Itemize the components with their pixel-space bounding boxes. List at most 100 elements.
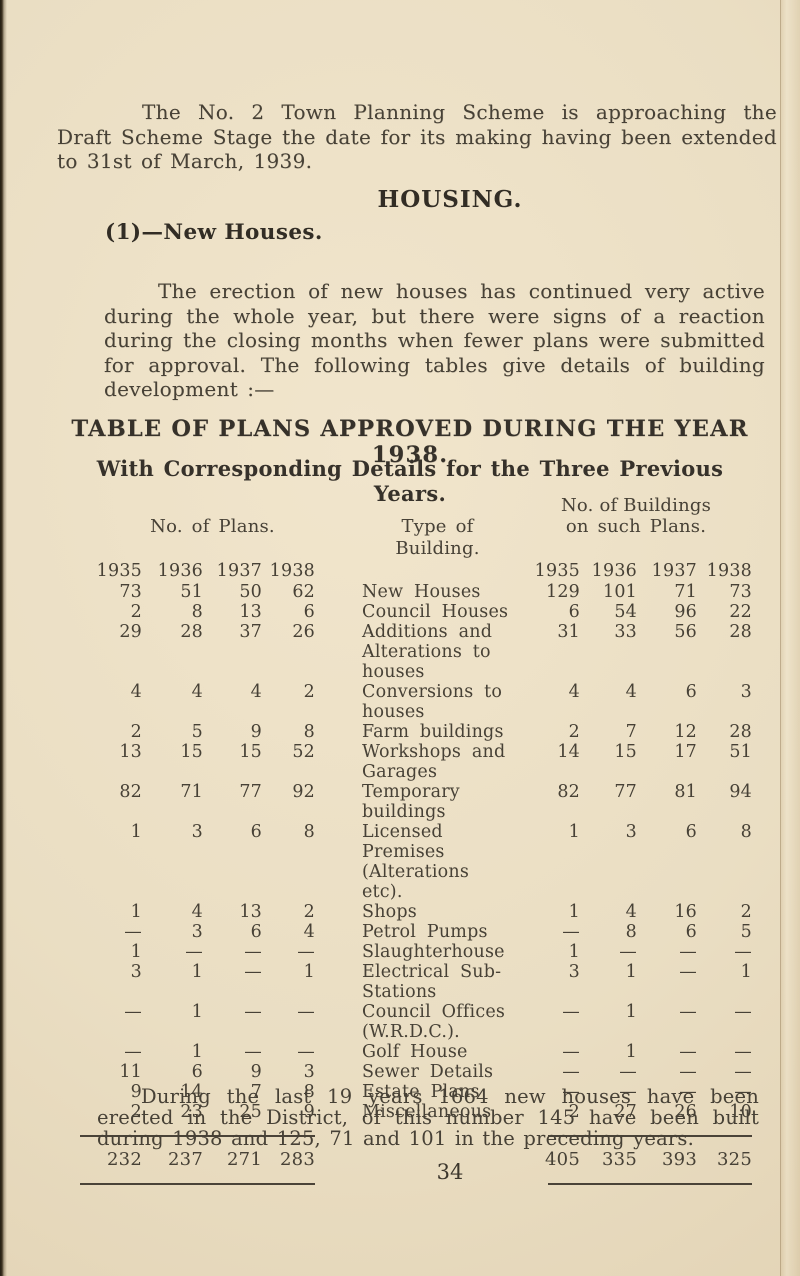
- buildings-count-cell: 101: [602, 582, 637, 602]
- plans-count-cell: 8: [303, 822, 315, 842]
- buildings-count-cell: 54: [614, 602, 637, 622]
- plans-count-cell: 37: [239, 622, 262, 642]
- buildings-count-cell: —: [734, 1082, 752, 1102]
- building-type-cell: Estate Plans: [362, 1082, 480, 1102]
- buildings-total-cell: 393: [662, 1149, 697, 1170]
- plans-count-cell: 9: [250, 722, 262, 742]
- plans-count-cell: 1: [130, 822, 142, 842]
- buildings-count-cell: —: [562, 1002, 580, 1022]
- buildings-count-cell: 6: [685, 682, 697, 702]
- buildings-count-cell: 16: [674, 902, 697, 922]
- plans-total-cell: 237: [168, 1149, 203, 1170]
- buildings-year-header: 1937: [651, 561, 697, 581]
- building-type-cell: Workshops and Garages: [362, 742, 506, 782]
- plans-count-cell: 7: [250, 1082, 262, 1102]
- buildings-count-cell: 14: [557, 742, 580, 762]
- plans-total-cell: 232: [107, 1149, 142, 1170]
- buildings-count-cell: 1: [568, 942, 580, 962]
- buildings-count-cell: —: [734, 1002, 752, 1022]
- buildings-count-cell: 1: [625, 1042, 637, 1062]
- buildings-count-cell: —: [619, 942, 637, 962]
- year-row-spacer: [315, 560, 520, 582]
- plans-count-cell: 2: [303, 902, 315, 922]
- housing-heading: HOUSING.: [377, 186, 523, 213]
- buildings-count-cell: —: [562, 1082, 580, 1102]
- plans-count-cell: —: [124, 922, 142, 942]
- building-type-cell: Electrical Sub- Stations: [362, 962, 502, 1002]
- building-type-cell: Shops: [362, 902, 417, 922]
- plans-count-cell: 29: [119, 622, 142, 642]
- plans-count-cell: 14: [180, 1082, 203, 1102]
- buildings-count-cell: 8: [625, 922, 637, 942]
- housing-paragraph: The erection of new houses has continued…: [104, 279, 765, 401]
- buildings-count-cell: 73: [729, 582, 752, 602]
- plans-count-cell: 4: [191, 902, 203, 922]
- plans-count-cell: 15: [180, 742, 203, 762]
- plans-count-cell: 6: [250, 822, 262, 842]
- buildings-count-cell: 82: [557, 782, 580, 802]
- plans-count-cell: 11: [119, 1062, 142, 1082]
- plans-count-cell: 71: [180, 782, 203, 802]
- plans-count-cell: —: [124, 1002, 142, 1022]
- buildings-header-line2: on such Plans.: [565, 516, 707, 537]
- buildings-count-cell: —: [734, 942, 752, 962]
- plans-count-cell: 25: [239, 1102, 262, 1122]
- plans-count-cell: 28: [180, 622, 203, 642]
- buildings-count-cell: —: [734, 1042, 752, 1062]
- plans-count-cell: 51: [180, 582, 203, 602]
- plans-count-cell: 1: [191, 1002, 203, 1022]
- buildings-count-cell: 3: [568, 962, 580, 982]
- building-type-cell: Temporary buildings: [362, 782, 460, 822]
- buildings-count-cell: 2: [568, 722, 580, 742]
- plans-count-cell: —: [297, 1042, 315, 1062]
- intro-paragraph: The No. 2 Town Planning Scheme is approa…: [57, 100, 777, 173]
- table-title: TABLE OF PLANS APPROVED DURING THE YEAR …: [71, 416, 749, 468]
- buildings-count-cell: —: [619, 1082, 637, 1102]
- plans-count-cell: —: [297, 942, 315, 962]
- plans-count-cell: 52: [292, 742, 315, 762]
- buildings-count-cell: 26: [674, 1102, 697, 1122]
- building-type-cell: Licensed Premises (Alterations etc).: [362, 822, 470, 902]
- page-edge-crease: [780, 0, 800, 1276]
- buildings-count-cell: —: [679, 1062, 697, 1082]
- buildings-count-cell: 3: [625, 822, 637, 842]
- building-type-cell: Slaughterhouse: [362, 942, 505, 962]
- plans-count-cell: 15: [239, 742, 262, 762]
- plans-count-cell: 1: [191, 1042, 203, 1062]
- plans-count-cell: 9: [303, 1102, 315, 1122]
- plans-count-cell: 2: [130, 722, 142, 742]
- buildings-count-cell: 1: [625, 962, 637, 982]
- book-gutter-shadow: [0, 0, 7, 1276]
- buildings-count-cell: 3: [740, 682, 752, 702]
- plans-count-cell: 13: [119, 742, 142, 762]
- totals-top-rule-left: [80, 1135, 315, 1137]
- plans-count-cell: 3: [130, 962, 142, 982]
- plans-count-cell: 8: [303, 722, 315, 742]
- buildings-count-cell: 7: [625, 722, 637, 742]
- buildings-header-line1: No. of Buildings: [560, 495, 712, 516]
- plans-count-cell: —: [244, 962, 262, 982]
- buildings-count-cell: —: [562, 1062, 580, 1082]
- buildings-count-cell: 4: [625, 682, 637, 702]
- building-type-cell: Farm buildings: [362, 722, 504, 742]
- plans-total-cell: 283: [280, 1149, 315, 1170]
- plans-count-cell: 1: [130, 902, 142, 922]
- buildings-count-cell: 96: [674, 602, 697, 622]
- buildings-count-cell: 6: [685, 922, 697, 942]
- buildings-count-cell: —: [619, 1062, 637, 1082]
- plans-count-cell: 1: [303, 962, 315, 982]
- header-spacer: [80, 496, 520, 516]
- plans-count-cell: —: [244, 1002, 262, 1022]
- page-number: 34: [436, 1160, 464, 1184]
- plans-count-cell: 6: [191, 1062, 203, 1082]
- plans-count-cell: 4: [130, 682, 142, 702]
- plans-count-cell: —: [244, 1042, 262, 1062]
- buildings-total-cell: 335: [602, 1149, 637, 1170]
- buildings-count-cell: 6: [685, 822, 697, 842]
- plans-count-cell: 77: [239, 782, 262, 802]
- plans-count-cell: 3: [191, 922, 203, 942]
- building-type-cell: Council Houses: [362, 602, 509, 622]
- buildings-count-cell: —: [679, 1002, 697, 1022]
- buildings-count-cell: —: [562, 1042, 580, 1062]
